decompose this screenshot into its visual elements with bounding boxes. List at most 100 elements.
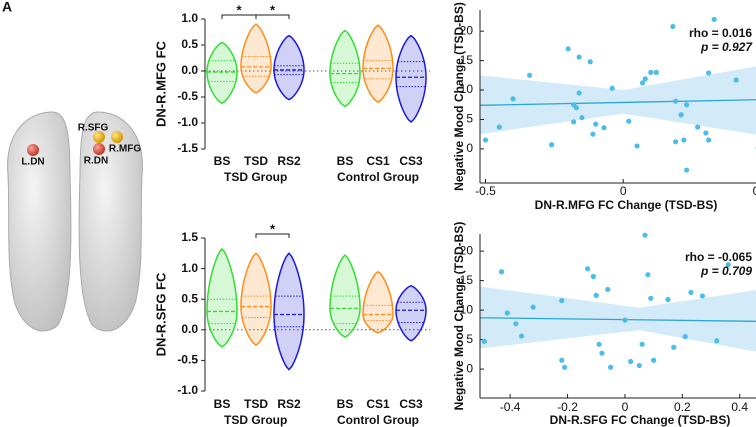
point <box>609 85 615 91</box>
point <box>648 295 654 301</box>
y-tick-label: 10 <box>460 82 474 96</box>
y-tick-label: 1.5 <box>181 230 198 244</box>
point <box>636 362 642 369</box>
y-tick-label: -0.5 <box>177 89 198 103</box>
left-hemisphere <box>7 111 72 332</box>
point <box>496 124 502 130</box>
point <box>678 112 684 118</box>
violin-body <box>362 270 394 334</box>
point <box>651 357 657 363</box>
point <box>599 350 605 356</box>
violin-body <box>206 247 238 348</box>
y-tick-label: 5 <box>466 332 473 346</box>
point <box>593 292 599 298</box>
point <box>695 124 701 130</box>
y-tick-label: -1.5 <box>177 141 198 155</box>
significance-label: * <box>236 2 242 17</box>
node-rdn <box>93 143 105 155</box>
brain: L.DN R.DN R.SFG R.MFG <box>7 111 143 332</box>
point <box>559 298 565 304</box>
point <box>585 266 591 272</box>
point <box>565 46 571 52</box>
y-tick-label: 0.5 <box>181 291 198 305</box>
point <box>653 69 659 75</box>
significance-bracket <box>255 14 290 19</box>
y-tick-label: 0 <box>466 361 473 375</box>
point <box>628 358 634 365</box>
x-axis-label: DN-R.SFG FC Change (TSD-BS) <box>550 413 731 427</box>
point <box>688 289 694 296</box>
y-tick-label: 0.5 <box>181 37 198 51</box>
node-rsfg <box>93 131 105 143</box>
point <box>510 96 516 102</box>
point <box>714 338 720 344</box>
y-axis-label: Negative Mood Change (TSD-BS) <box>452 222 466 411</box>
point <box>648 69 654 75</box>
y-tick-label: 15 <box>460 273 474 287</box>
point <box>530 304 536 310</box>
point <box>672 139 679 145</box>
violin-body <box>329 29 361 108</box>
violin-body <box>395 34 427 123</box>
x-tick-label: RS2 <box>277 154 301 168</box>
point <box>601 125 607 131</box>
violin-body <box>395 284 427 342</box>
point <box>665 296 671 303</box>
point <box>645 272 651 278</box>
point <box>576 54 582 60</box>
x-tick-label: RS2 <box>277 397 301 411</box>
x-tick-label: -0.5 <box>475 184 496 198</box>
brain-label: R.DN <box>84 156 108 167</box>
x-tick-label: 0.5 <box>753 184 756 198</box>
annotation: p = 0.927 <box>700 40 753 54</box>
annotation: rho = 0.016 <box>689 26 752 40</box>
point <box>519 333 525 339</box>
group-label: TSD Group <box>224 170 287 184</box>
significance-bracket <box>255 233 290 238</box>
y-axis-label: DN-R.MFG FC <box>153 40 168 127</box>
violin-body <box>273 34 305 101</box>
point <box>682 334 688 340</box>
x-tick-label: BS <box>337 397 354 411</box>
point <box>684 167 690 173</box>
node-rmfg <box>111 131 123 143</box>
y-tick-label: 0.0 <box>181 322 198 336</box>
point <box>684 102 690 108</box>
confidence-band <box>480 66 756 135</box>
violin-body <box>240 252 272 347</box>
violin-body <box>273 252 305 371</box>
point <box>622 317 628 323</box>
point <box>639 341 645 347</box>
brain-label: L.DN <box>21 157 44 168</box>
point <box>605 286 611 293</box>
point <box>590 131 596 137</box>
right-hemisphere <box>78 111 143 332</box>
x-tick-label: TSD <box>244 154 268 168</box>
annotation: rho = -0.065 <box>685 250 752 264</box>
point <box>579 115 585 121</box>
point <box>571 119 577 125</box>
point <box>562 364 568 370</box>
x-axis-label: DN-R.MFG FC Change (TSD-BS) <box>535 198 718 212</box>
y-tick-label: 10 <box>460 302 474 316</box>
x-tick-label: -0.2 <box>557 400 578 414</box>
point <box>671 344 677 350</box>
y-tick-label: 15 <box>460 53 474 67</box>
point <box>573 105 580 111</box>
violin-body <box>329 254 361 339</box>
fit-line <box>479 317 756 322</box>
y-tick-label: 5 <box>466 112 473 126</box>
y-tick-label: 1.0 <box>181 261 198 275</box>
group-label: TSD Group <box>224 413 287 427</box>
point <box>706 137 712 143</box>
violin-body <box>362 24 394 104</box>
point <box>481 338 487 344</box>
point <box>733 77 739 83</box>
y-tick-label: 0.0 <box>181 63 198 77</box>
x-tick-label: 0.2 <box>674 400 691 414</box>
x-tick-label: CS3 <box>399 397 423 411</box>
y-tick-label: -1.0 <box>177 383 198 397</box>
point <box>559 357 565 363</box>
x-tick-label: 0.4 <box>731 400 748 414</box>
